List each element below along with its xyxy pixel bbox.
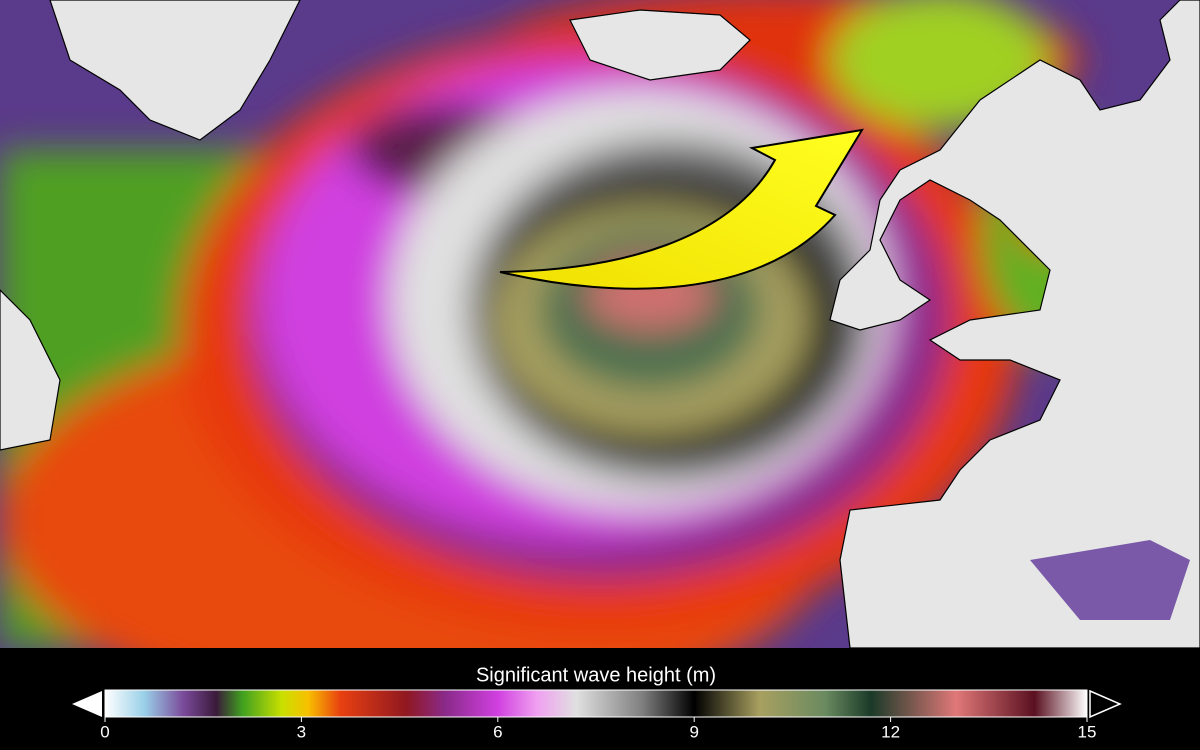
colorbar-tick-label: 15 — [1078, 722, 1097, 741]
colorbar-under-arrow — [72, 691, 102, 717]
colorbar-tick-label: 3 — [297, 722, 306, 741]
colorbar-over-arrow — [1089, 689, 1122, 719]
colorbar-title: Significant wave height (m) — [476, 664, 716, 686]
land — [0, 0, 1200, 649]
colorbar-tick-label: 6 — [493, 722, 502, 741]
colorbar-tick-label: 9 — [689, 722, 698, 741]
colorbar — [104, 689, 1088, 718]
colorbar-tick-label: 0 — [100, 722, 109, 741]
storm-direction-arrow — [499, 128, 864, 290]
map — [0, 0, 1200, 720]
colorbar-tick-label: 12 — [881, 722, 900, 741]
